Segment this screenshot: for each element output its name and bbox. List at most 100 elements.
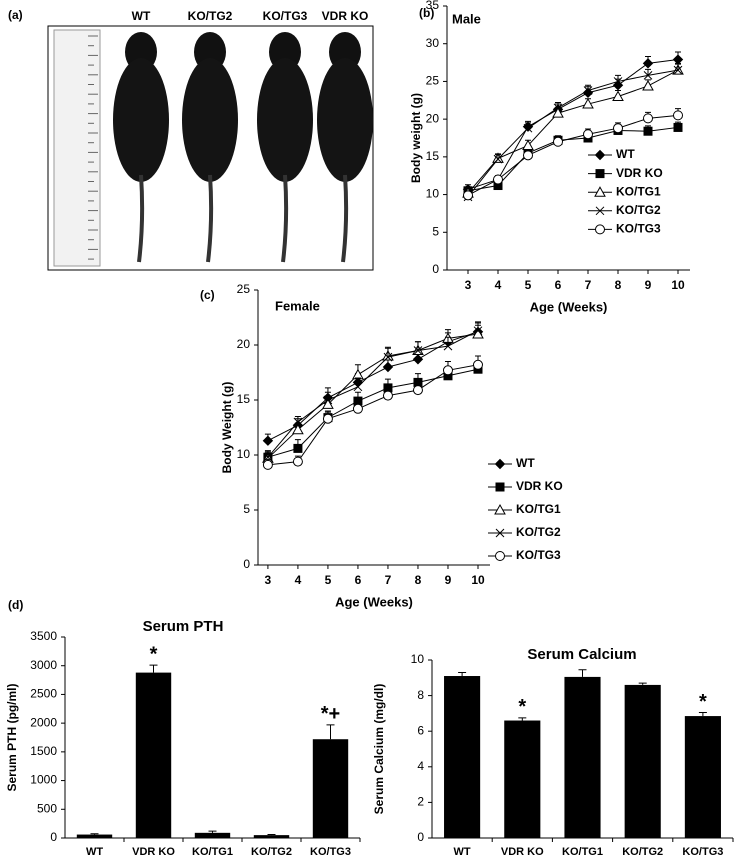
mouse-body	[182, 58, 238, 182]
bar	[624, 684, 661, 838]
error-bar	[525, 122, 531, 129]
legend-label: VDR KO	[616, 166, 663, 180]
y-tick-label: 4	[417, 759, 424, 773]
x-tick-label: KO/TG1	[192, 846, 233, 858]
x-tick-label: 5	[525, 278, 532, 292]
marker	[353, 382, 363, 392]
ruler	[53, 29, 101, 267]
y-tick-label: 0	[50, 830, 57, 844]
marker	[582, 98, 594, 109]
marker	[583, 129, 593, 140]
bar	[684, 716, 721, 838]
x-tick-label: 7	[385, 573, 392, 587]
marker	[595, 206, 605, 216]
series-line	[467, 114, 679, 196]
y-tick-label: 10	[426, 187, 440, 201]
significance-marker: *	[699, 691, 707, 713]
marker	[523, 123, 533, 133]
mouse-tail	[206, 174, 214, 263]
y-axis-label: Serum PTH (pg/ml)	[5, 683, 19, 791]
marker	[495, 528, 505, 538]
legend-label: KO/TG3	[616, 222, 661, 236]
marker	[473, 326, 483, 336]
x-tick-label: KO/TG3	[310, 846, 351, 858]
marker	[553, 136, 563, 147]
error-bar	[90, 833, 99, 835]
error-bar	[414, 341, 421, 351]
y-tick-label: 3000	[30, 658, 57, 672]
y-tick-label: 25	[237, 282, 251, 296]
bar	[253, 835, 290, 838]
y-tick-label: 3500	[30, 629, 57, 643]
marker	[642, 79, 654, 91]
marker	[643, 113, 653, 124]
marker	[293, 417, 303, 427]
error-bar	[474, 321, 481, 331]
y-tick-label: 2500	[30, 687, 57, 701]
y-tick-label: 5	[243, 502, 250, 516]
mouse-tail	[137, 174, 145, 263]
marker	[595, 169, 605, 179]
marker	[523, 150, 533, 161]
legend-label: KO/TG2	[616, 203, 661, 217]
x-tick-label: 9	[445, 573, 452, 587]
marker	[582, 87, 594, 98]
series-line	[267, 368, 479, 458]
marker	[472, 359, 483, 370]
mouse-tail	[341, 174, 349, 263]
y-tick-label: 500	[37, 801, 57, 815]
y-tick-label: 6	[417, 723, 424, 737]
error-bar	[294, 416, 301, 422]
legend-label: KO/TG1	[516, 502, 561, 516]
marker	[643, 126, 653, 136]
x-tick-label: WT	[454, 846, 471, 858]
marker	[292, 423, 304, 435]
error-bar	[585, 84, 591, 91]
panel-label: (c)	[200, 288, 215, 302]
x-tick-label: 6	[355, 573, 362, 587]
error-bar	[675, 63, 681, 71]
marker	[322, 413, 333, 424]
mouse-body	[257, 58, 313, 182]
marker	[383, 352, 393, 362]
marker	[293, 443, 303, 453]
marker	[322, 398, 334, 409]
x-tick-label: KO/TG2	[622, 846, 663, 858]
x-tick-label: KO/TG2	[251, 846, 292, 858]
bar	[76, 834, 113, 838]
error-bar	[615, 74, 621, 82]
error-bar	[267, 834, 276, 836]
error-bar	[264, 451, 271, 458]
x-tick-label: KO/TG1	[562, 846, 603, 858]
marker	[594, 186, 606, 197]
marker	[382, 390, 393, 401]
marker	[292, 456, 303, 467]
y-tick-label: 15	[426, 149, 440, 163]
y-tick-label: 35	[426, 0, 440, 12]
error-bar	[495, 154, 501, 160]
mouse-body	[317, 58, 373, 182]
mouse-tail	[281, 174, 289, 263]
marker	[443, 341, 453, 351]
error-bar	[384, 347, 391, 358]
y-tick-label: 10	[237, 447, 251, 461]
marker	[412, 385, 423, 396]
significance-marker: *+	[321, 703, 340, 725]
x-tick-label: 3	[265, 573, 272, 587]
error-bar	[326, 724, 335, 740]
y-tick-label: 2000	[30, 715, 57, 729]
marker	[352, 368, 364, 380]
marker	[262, 459, 273, 470]
legend-label: WT	[516, 456, 535, 470]
error-bar	[354, 377, 361, 387]
series-line	[267, 364, 479, 466]
y-axis-label: Serum Calcium (mg/dl)	[372, 684, 386, 815]
legend-label: VDR KO	[516, 479, 563, 493]
y-tick-label: 30	[426, 36, 440, 50]
error-bar	[149, 664, 158, 673]
x-tick-label: 3	[465, 278, 472, 292]
y-tick-label: 0	[432, 262, 439, 276]
bar	[312, 739, 349, 838]
x-axis-label: Age (Weeks)	[530, 299, 608, 314]
